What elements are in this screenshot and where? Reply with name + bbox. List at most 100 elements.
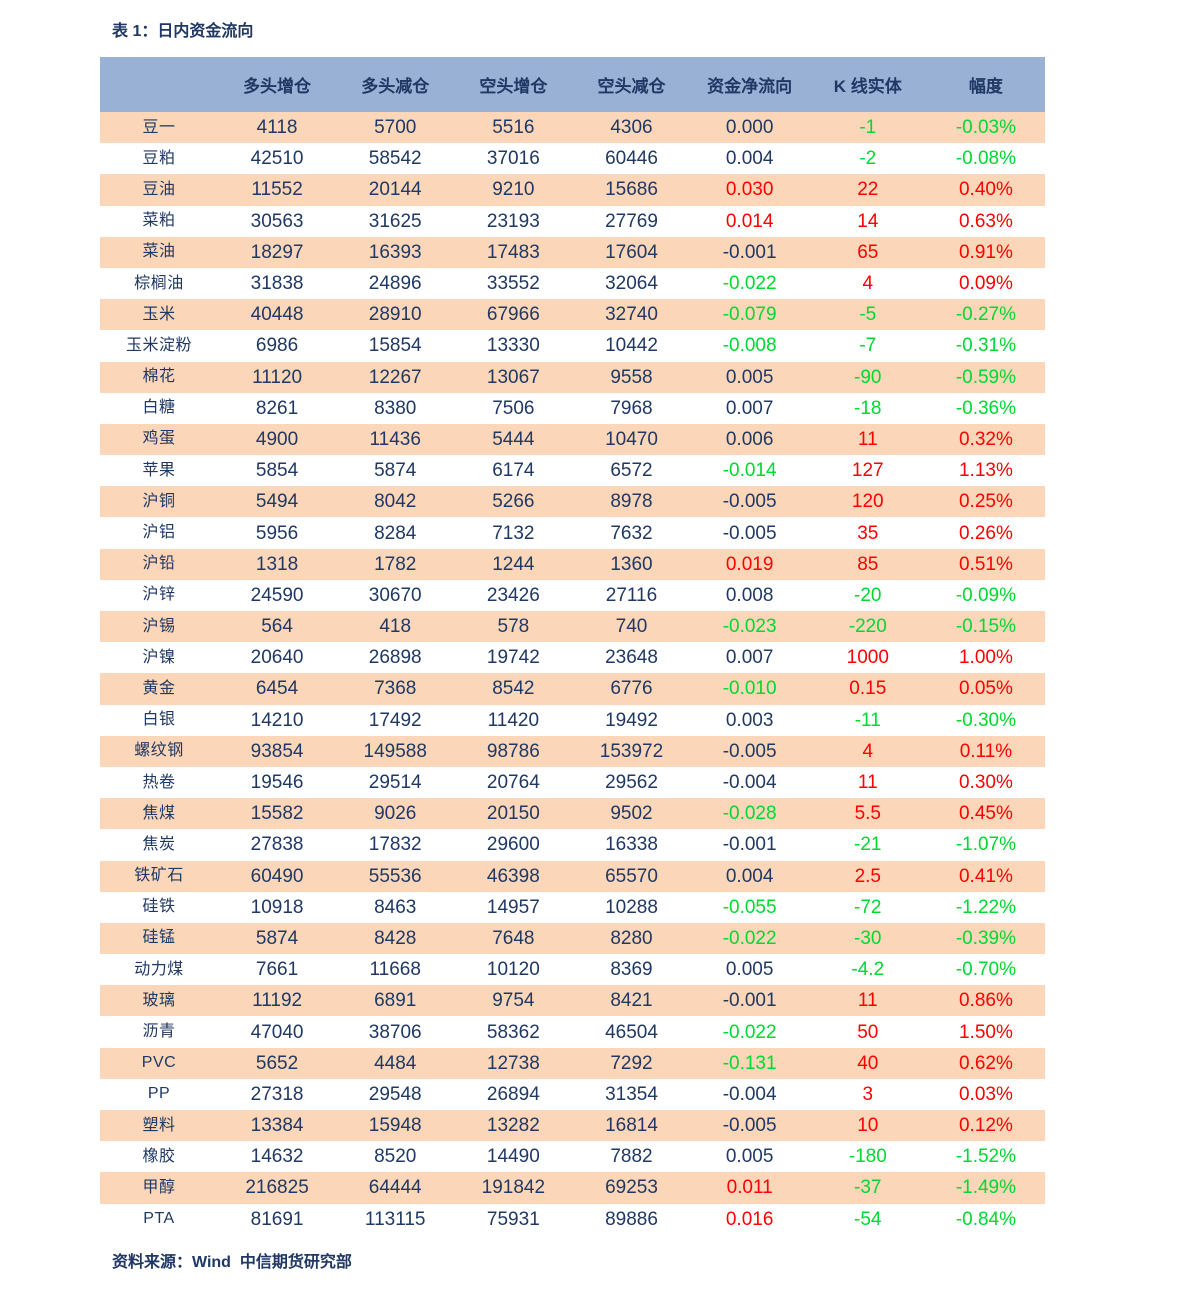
commodity-name-cell: PP bbox=[147, 1085, 171, 1103]
long-cut-cell: 26898 bbox=[368, 647, 422, 669]
commodity-name-cell: 菜粕 bbox=[142, 212, 176, 230]
long-cut-cell: 113115 bbox=[364, 1208, 426, 1230]
long-cut-cell: 8284 bbox=[374, 522, 417, 544]
commodity-name-cell: 热卷 bbox=[142, 773, 176, 791]
table-row: 豆油 11552 20144 9210 15686 0.030 22 0.40% bbox=[100, 174, 1045, 206]
short-add-cell: 23193 bbox=[486, 210, 540, 232]
short-add-cell: 20764 bbox=[486, 772, 540, 794]
short-add-cell: 37016 bbox=[486, 148, 540, 170]
net-flow-cell: -0.022 bbox=[722, 273, 777, 295]
k-body-cell: -11 bbox=[854, 709, 881, 731]
table-row: 沪锡 564 418 578 740 -0.023 -220 -0.15% bbox=[100, 611, 1045, 643]
k-body-cell: -7 bbox=[859, 335, 877, 357]
short-add-cell: 7506 bbox=[492, 397, 535, 419]
capital-flow-table: 多头增仓 多头减仓 空头增仓 空头减仓 资金净流向 K 线实体 幅度 豆一 411… bbox=[100, 57, 1045, 1235]
table-row: 玻璃 11192 6891 9754 8421 -0.001 11 0.86% bbox=[100, 985, 1045, 1017]
amplitude-cell: 0.41% bbox=[926, 860, 1045, 892]
long-add-cell: 81691 bbox=[250, 1208, 304, 1230]
commodity-name-cell: 鸡蛋 bbox=[100, 423, 218, 456]
commodity-name-cell: 苹果 bbox=[142, 461, 176, 479]
long-add-cell: 19546 bbox=[250, 772, 304, 794]
long-add-cell: 31838 bbox=[250, 273, 304, 295]
k-body-cell: -180 bbox=[848, 1146, 887, 1168]
table-row: PTA 81691 113115 75931 89886 0.016 -54 -0.84% bbox=[100, 1204, 1045, 1235]
net-flow-cell: 0.008 bbox=[725, 584, 774, 606]
long-cut-cell: 16393 bbox=[336, 236, 455, 268]
short-add-cell: 13330 bbox=[486, 335, 540, 357]
long-add-cell: 8261 bbox=[255, 397, 299, 419]
table-row: 白糖 8261 8380 7506 7968 0.007 -18 -0.36% bbox=[100, 393, 1045, 424]
k-body-cell: 40 bbox=[808, 1047, 927, 1079]
long-add-cell: 20640 bbox=[250, 647, 304, 669]
long-cut-cell: 8380 bbox=[374, 397, 417, 419]
table-header: 多头增仓 多头减仓 空头增仓 空头减仓 资金净流向 K 线实体 幅度 bbox=[100, 57, 1045, 112]
k-body-cell: 35 bbox=[857, 522, 879, 544]
net-flow-cell: 0.016 bbox=[725, 1208, 774, 1230]
short-cut-cell: 16814 bbox=[572, 1110, 691, 1142]
k-body-cell: -1 bbox=[808, 112, 927, 144]
commodity-name-cell: 塑料 bbox=[100, 1110, 218, 1142]
short-add-cell: 10120 bbox=[486, 959, 540, 981]
long-add-cell: 42510 bbox=[250, 148, 304, 170]
k-body-cell: 85 bbox=[808, 548, 927, 580]
amplitude-cell: 0.09% bbox=[958, 273, 1013, 295]
k-body-cell: 50 bbox=[857, 1021, 879, 1043]
commodity-name-cell: 硅锰 bbox=[100, 922, 218, 955]
short-add-cell: 9210 bbox=[454, 174, 573, 206]
k-body-cell: -4.2 bbox=[851, 959, 885, 981]
net-flow-cell: 0.004 bbox=[690, 860, 809, 892]
commodity-name-cell: 黄金 bbox=[100, 673, 218, 705]
short-add-cell: 191842 bbox=[454, 1172, 573, 1204]
table-row: 塑料 13384 15948 13282 16814 -0.005 10 0.12% bbox=[100, 1110, 1045, 1142]
amplitude-cell: 0.62% bbox=[926, 1047, 1045, 1079]
table-row: 热卷 19546 29514 20764 29562 -0.004 11 0.30% bbox=[100, 767, 1045, 798]
amplitude-cell: 0.91% bbox=[926, 236, 1045, 268]
long-cut-cell: 11668 bbox=[369, 959, 421, 981]
short-add-cell: 7132 bbox=[492, 522, 535, 544]
commodity-name-cell: 菜油 bbox=[100, 236, 218, 268]
short-cut-cell: 8421 bbox=[572, 985, 691, 1017]
table-row: PVC 5652 4484 12738 7292 -0.131 40 0.62% bbox=[100, 1047, 1045, 1079]
k-body-cell: -220 bbox=[808, 611, 927, 643]
long-cut-cell: 11436 bbox=[336, 423, 455, 456]
long-cut-cell: 55536 bbox=[336, 860, 455, 892]
k-body-cell: -20 bbox=[854, 584, 882, 606]
short-add-cell: 578 bbox=[454, 611, 573, 643]
net-flow-cell: -0.022 bbox=[722, 1021, 777, 1043]
long-add-cell: 15582 bbox=[218, 798, 337, 830]
long-cut-cell: 24896 bbox=[368, 273, 422, 295]
commodity-name-cell: 动力煤 bbox=[134, 960, 184, 978]
net-flow-cell: 0.006 bbox=[690, 423, 809, 456]
amplitude-cell: 1.13% bbox=[958, 460, 1013, 482]
k-body-cell: -18 bbox=[854, 397, 882, 419]
long-cut-cell: 418 bbox=[336, 611, 455, 643]
short-cut-cell: 9558 bbox=[572, 361, 691, 393]
short-add-cell: 98786 bbox=[454, 735, 573, 767]
short-cut-cell: 153972 bbox=[572, 735, 691, 767]
table-row: 焦煤 15582 9026 20150 9502 -0.028 5.5 0.45% bbox=[100, 798, 1045, 830]
table-row: 焦炭 27838 17832 29600 16338 -0.001 -21 -1.07% bbox=[100, 829, 1045, 860]
net-flow-cell: -0.028 bbox=[690, 798, 809, 830]
net-flow-cell: -0.014 bbox=[722, 460, 777, 482]
long-cut-cell: 30670 bbox=[368, 584, 422, 606]
short-add-cell: 14957 bbox=[486, 896, 540, 918]
amplitude-cell: -1.52% bbox=[955, 1146, 1017, 1168]
header-cell-commodity bbox=[100, 57, 218, 112]
long-add-cell: 216825 bbox=[218, 1172, 337, 1204]
long-add-cell: 6986 bbox=[255, 335, 299, 357]
short-add-cell: 1244 bbox=[454, 548, 573, 580]
table-row: 沪锌 24590 30670 23426 27116 0.008 -20 -0.09% bbox=[100, 580, 1045, 611]
long-cut-cell: 17492 bbox=[368, 709, 422, 731]
table-row: 硅铁 10918 8463 14957 10288 -0.055 -72 -1.22% bbox=[100, 892, 1045, 923]
long-add-cell: 11192 bbox=[218, 985, 337, 1017]
table-row: 鸡蛋 4900 11436 5444 10470 0.006 11 0.32% bbox=[100, 423, 1045, 456]
amplitude-cell: -0.70% bbox=[955, 959, 1017, 981]
commodity-name-cell: 玻璃 bbox=[100, 985, 218, 1017]
amplitude-cell: -0.39% bbox=[926, 922, 1045, 955]
commodity-name-cell: PVC bbox=[100, 1047, 218, 1079]
short-cut-cell: 10442 bbox=[605, 335, 658, 357]
long-cut-cell: 149588 bbox=[336, 735, 455, 767]
amplitude-cell: 0.12% bbox=[926, 1110, 1045, 1142]
table-row: 铁矿石 60490 55536 46398 65570 0.004 2.5 0.41% bbox=[100, 860, 1045, 892]
long-add-cell: 1318 bbox=[218, 548, 337, 580]
